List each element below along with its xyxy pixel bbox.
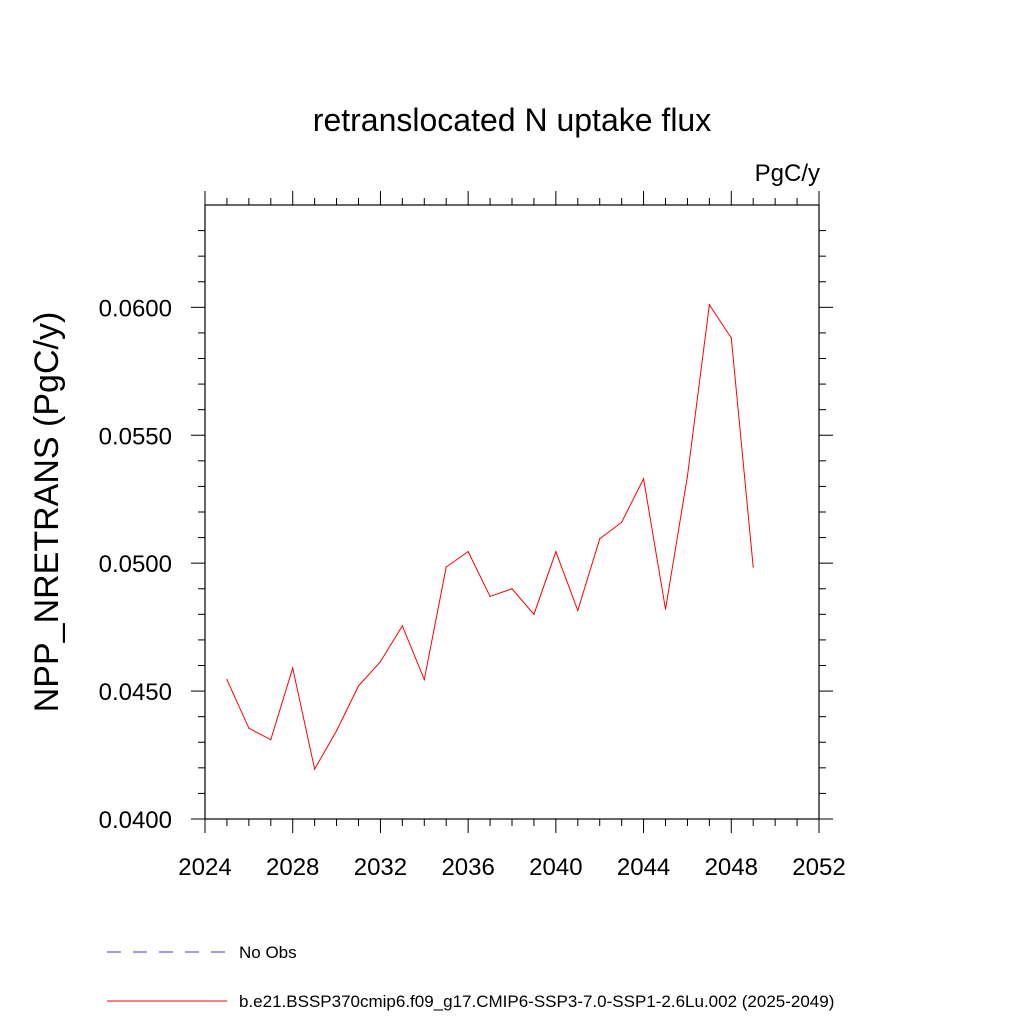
y-tick-label: 0.0400 [99,807,172,834]
data-point [752,566,754,568]
data-point [621,521,623,523]
y-axis-label: NPP_NRETRANS (PgC/y) [28,312,66,713]
data-point [467,551,469,553]
data-point [686,475,689,477]
data-point [314,768,316,770]
x-tick-label: 2032 [354,854,407,881]
data-point [599,538,601,540]
data-point [708,304,710,306]
axis-ticks [191,191,833,833]
data-point [270,739,272,741]
x-tick-label: 2028 [266,854,319,881]
plot-frame [204,204,820,820]
data-point [379,661,382,663]
data-point [511,588,513,590]
data-point [226,678,228,681]
legend-label: b.e21.BSSP370cmip6.f09_g17.CMIP6-SSP3-7.… [239,992,834,1011]
legend-label: No Obs [239,943,297,962]
data-point [555,551,557,553]
legend: No Obs b.e21.BSSP370cmip6.f09_g17.CMIP6-S… [107,943,834,1011]
data-point [335,730,338,732]
tick-labels: 2024 2028 2032 2036 2040 2044 2048 2052 0.0400 0.… [99,295,846,881]
data-point [248,727,250,729]
units-label: PgC/y [755,160,820,187]
series-layer [226,303,754,771]
data-point [489,595,491,598]
x-tick-label: 2024 [178,854,231,881]
series-line [226,303,754,771]
y-tick-label: 0.0600 [99,295,172,322]
data-point [445,566,447,568]
data-point [423,678,425,681]
x-tick-label: 2044 [617,854,670,881]
x-tick-label: 2036 [441,854,494,881]
x-tick-label: 2040 [529,854,582,881]
y-tick-label: 0.0550 [99,423,172,450]
x-tick-label: 2048 [705,854,758,881]
chart-title: retranslocated N uptake flux [313,102,711,138]
y-tick-label: 0.0450 [99,679,172,706]
y-tick-label: 0.0500 [99,551,172,578]
data-point [577,609,579,612]
data-point [357,685,360,687]
x-tick-label: 2052 [792,854,845,881]
data-point [730,337,732,339]
data-point [642,478,645,480]
data-point [664,608,667,610]
data-point [533,613,535,615]
data-point [401,625,403,627]
data-point [292,667,294,669]
